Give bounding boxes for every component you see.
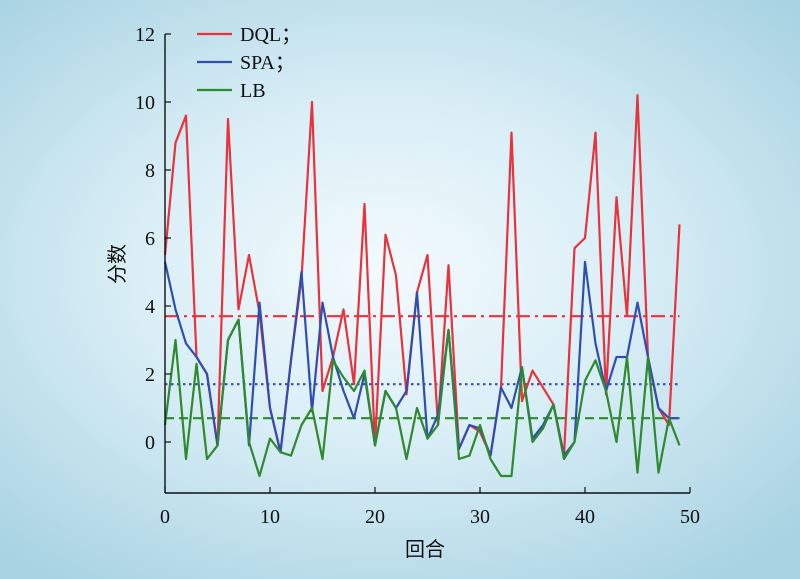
legend-label: DQL；	[240, 24, 301, 46]
y-tick-label: 6	[145, 228, 155, 250]
y-tick-label: 10	[135, 92, 155, 114]
x-axis-label: 回合	[405, 537, 445, 561]
x-tick-label: 50	[680, 506, 700, 528]
tick-labels: 0 10 20 30 40 50 0 2 4 6 8 10 12	[135, 24, 700, 528]
series-line	[163, 260, 680, 457]
y-axis-label: 分数	[105, 244, 129, 284]
axes	[164, 33, 691, 494]
series-line	[163, 94, 681, 457]
y-tick-label: 2	[145, 364, 155, 386]
series-lines	[163, 94, 681, 478]
x-tick-label: 30	[470, 506, 490, 528]
x-tick-label: 10	[260, 506, 280, 528]
y-tick-label: 12	[135, 24, 155, 46]
legend-label: SPA；	[240, 52, 295, 74]
x-tick-label: 0	[160, 506, 170, 528]
x-tick-label: 40	[575, 506, 595, 528]
x-tick-label: 20	[365, 506, 385, 528]
legend: DQL； SPA； LB	[197, 24, 301, 102]
legend-label: LB	[240, 80, 266, 102]
y-tick-label: 4	[145, 296, 155, 318]
series-line	[163, 318, 681, 478]
y-tick-label: 8	[145, 160, 155, 182]
y-tick-label: 0	[145, 432, 155, 454]
